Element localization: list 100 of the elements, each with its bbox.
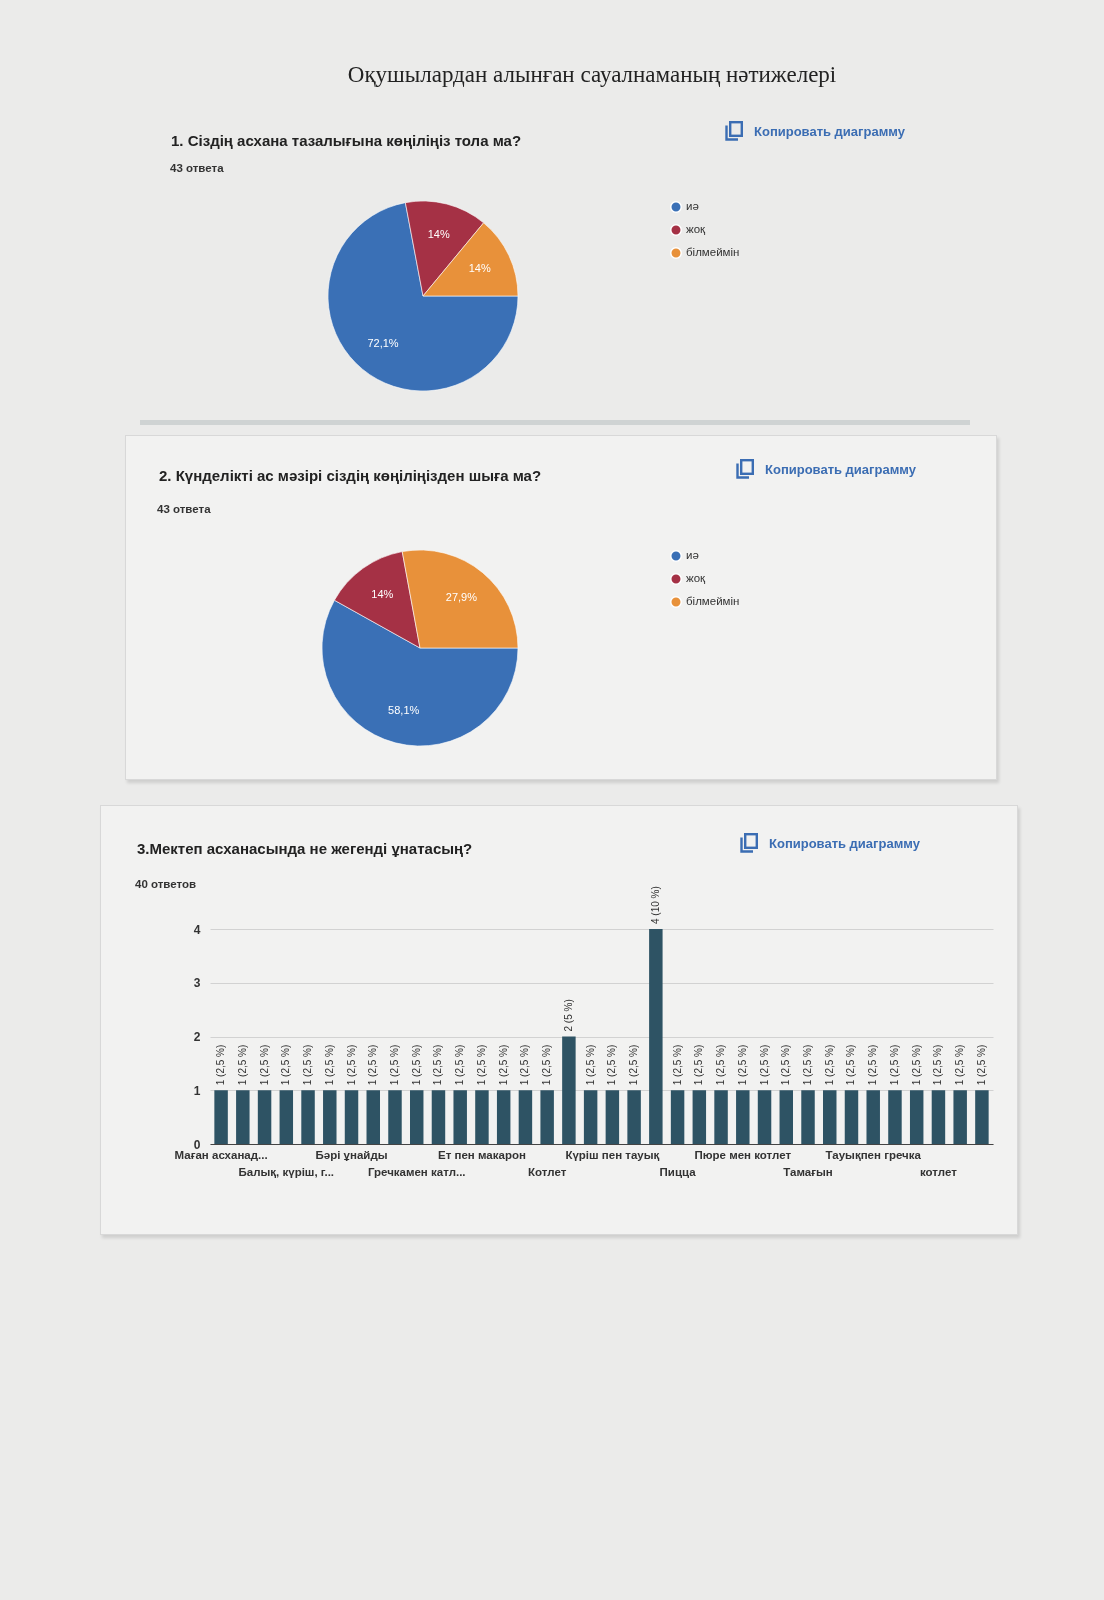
x-tick-label: Тамағын: [783, 1165, 833, 1178]
data-label: 1 (2,5 %): [497, 1044, 509, 1086]
data-label: 1 (2,5 %): [628, 1044, 640, 1086]
bar: [431, 1090, 446, 1144]
data-label: 1 (2,5 %): [910, 1044, 922, 1086]
data-label: 4 (10 %): [649, 886, 661, 924]
bar: [736, 1090, 750, 1144]
data-label: 1 (2,5 %): [932, 1044, 944, 1086]
x-tick-label: Пюре мен котлет: [694, 1148, 792, 1161]
data-label: 14%: [468, 262, 491, 275]
x-tick-label: Тауықпен гречка: [825, 1148, 922, 1161]
bar: [888, 1090, 902, 1144]
bar: [257, 1090, 272, 1144]
data-label: 1 (2,5 %): [432, 1044, 444, 1086]
data-label: 1 (2,5 %): [345, 1044, 357, 1086]
bar: [692, 1090, 707, 1144]
bar: [366, 1090, 380, 1144]
data-label: 1 (2,5 %): [541, 1044, 553, 1086]
y-tick-label: 3: [193, 976, 201, 991]
data-label: 14%: [427, 228, 450, 241]
data-label: 1 (2,5 %): [280, 1044, 292, 1086]
bar: [953, 1090, 967, 1144]
data-label: 1 (2,5 %): [410, 1044, 422, 1086]
data-label: 1 (2,5 %): [323, 1044, 335, 1086]
x-tick-label: Гречкамен катл...: [367, 1165, 466, 1178]
bar: [823, 1090, 837, 1144]
data-label: 1 (2,5 %): [736, 1044, 748, 1086]
data-label: 2 (5 %): [562, 999, 574, 1032]
data-label: 1 (2,5 %): [215, 1044, 227, 1086]
data-label: 1 (2,5 %): [519, 1044, 531, 1086]
y-tick-label: 2: [193, 1030, 201, 1044]
x-tick-label: Котлет: [528, 1165, 567, 1178]
text: 43 ответа: [157, 503, 211, 515]
data-label: 1 (2,5 %): [867, 1044, 879, 1086]
data-label: 1 (2,5 %): [715, 1044, 727, 1086]
bar: [909, 1090, 924, 1144]
data-label: 1 (2,5 %): [671, 1044, 683, 1086]
data-label: 1 (2,5 %): [584, 1044, 596, 1086]
bar: [344, 1090, 359, 1144]
bar: [453, 1090, 467, 1144]
bar: [779, 1090, 794, 1144]
bar: [475, 1090, 489, 1144]
data-label: 1 (2,5 %): [693, 1044, 705, 1086]
bar: [757, 1090, 772, 1144]
data-label: 58,1%: [388, 703, 420, 716]
data-label: 27,9%: [445, 591, 478, 604]
bar: [214, 1090, 228, 1144]
data-label: 1 (2,5 %): [302, 1044, 314, 1086]
legend-label: жоқ: [686, 223, 707, 235]
bar: [627, 1090, 641, 1144]
x-tick-label: Балық, күріш, г...: [238, 1165, 335, 1178]
data-label: 1 (2,5 %): [954, 1044, 966, 1086]
data-label: 1 (2,5 %): [388, 1044, 400, 1086]
bar: [562, 1036, 576, 1144]
data-label: 1 (2,5 %): [802, 1044, 814, 1086]
bar: [409, 1090, 424, 1144]
text: Копировать диаграмму: [754, 123, 905, 139]
x-tick-label: Күріш пен тауық: [565, 1148, 660, 1161]
pie-slice: [328, 202, 519, 391]
bar: [931, 1090, 946, 1144]
chart-title: 3.Мектеп асханасында не жегенді ұнатасың?: [137, 840, 473, 857]
data-label: 14%: [371, 588, 394, 601]
data-label: 1 (2,5 %): [454, 1044, 466, 1086]
bar: [866, 1090, 880, 1144]
bar: [714, 1090, 728, 1144]
data-label: 1 (2,5 %): [758, 1044, 770, 1086]
chart-subtitle: 1. Сіздің асхана тазалығына көңіліңіз тола ма?: [171, 132, 522, 149]
bar: [975, 1090, 989, 1144]
chart-title: 2. Күнделікті ас мәзірі сіздің көңіліңізден шыға ма?: [159, 467, 542, 484]
text: Копировать диаграмму: [765, 461, 916, 477]
text: Копировать диаграмму: [769, 835, 920, 851]
legend-label: білмеймін: [686, 246, 740, 258]
legend-label: білмеймін: [686, 595, 740, 607]
data-label: 1 (2,5 %): [845, 1044, 857, 1086]
x-tick-label: Пицца: [659, 1165, 697, 1178]
data-label: 1 (2,5 %): [367, 1044, 379, 1086]
legend-label: жоқ: [686, 572, 707, 584]
x-tick-label: Ет пен макарон: [438, 1148, 526, 1161]
data-label: 72,1%: [367, 337, 399, 350]
x-tick-label: Бәрі ұнайды: [315, 1148, 388, 1161]
chart-title: Оқушылардан алынған сауалнаманың нәтижелері: [346, 62, 838, 88]
x-tick-label: котлет: [920, 1165, 958, 1178]
bar: [236, 1090, 250, 1144]
data-label: 1 (2,5 %): [888, 1044, 900, 1086]
data-label: 1 (2,5 %): [606, 1044, 618, 1086]
data-label: 1 (2,5 %): [780, 1044, 792, 1086]
bar: [540, 1090, 554, 1144]
bar: [388, 1090, 402, 1144]
bar: [279, 1090, 294, 1144]
bar: [844, 1090, 859, 1144]
bar: [518, 1090, 533, 1144]
y-tick-label: 1: [193, 1083, 201, 1098]
text: 43 ответа: [170, 162, 224, 174]
data-label: 1 (2,5 %): [823, 1044, 835, 1086]
bar: [649, 929, 663, 1144]
data-label: 1 (2,5 %): [475, 1044, 487, 1086]
bar: [801, 1090, 815, 1144]
bar: [323, 1090, 337, 1144]
data-label: 1 (2,5 %): [258, 1044, 270, 1086]
bar: [605, 1090, 620, 1144]
